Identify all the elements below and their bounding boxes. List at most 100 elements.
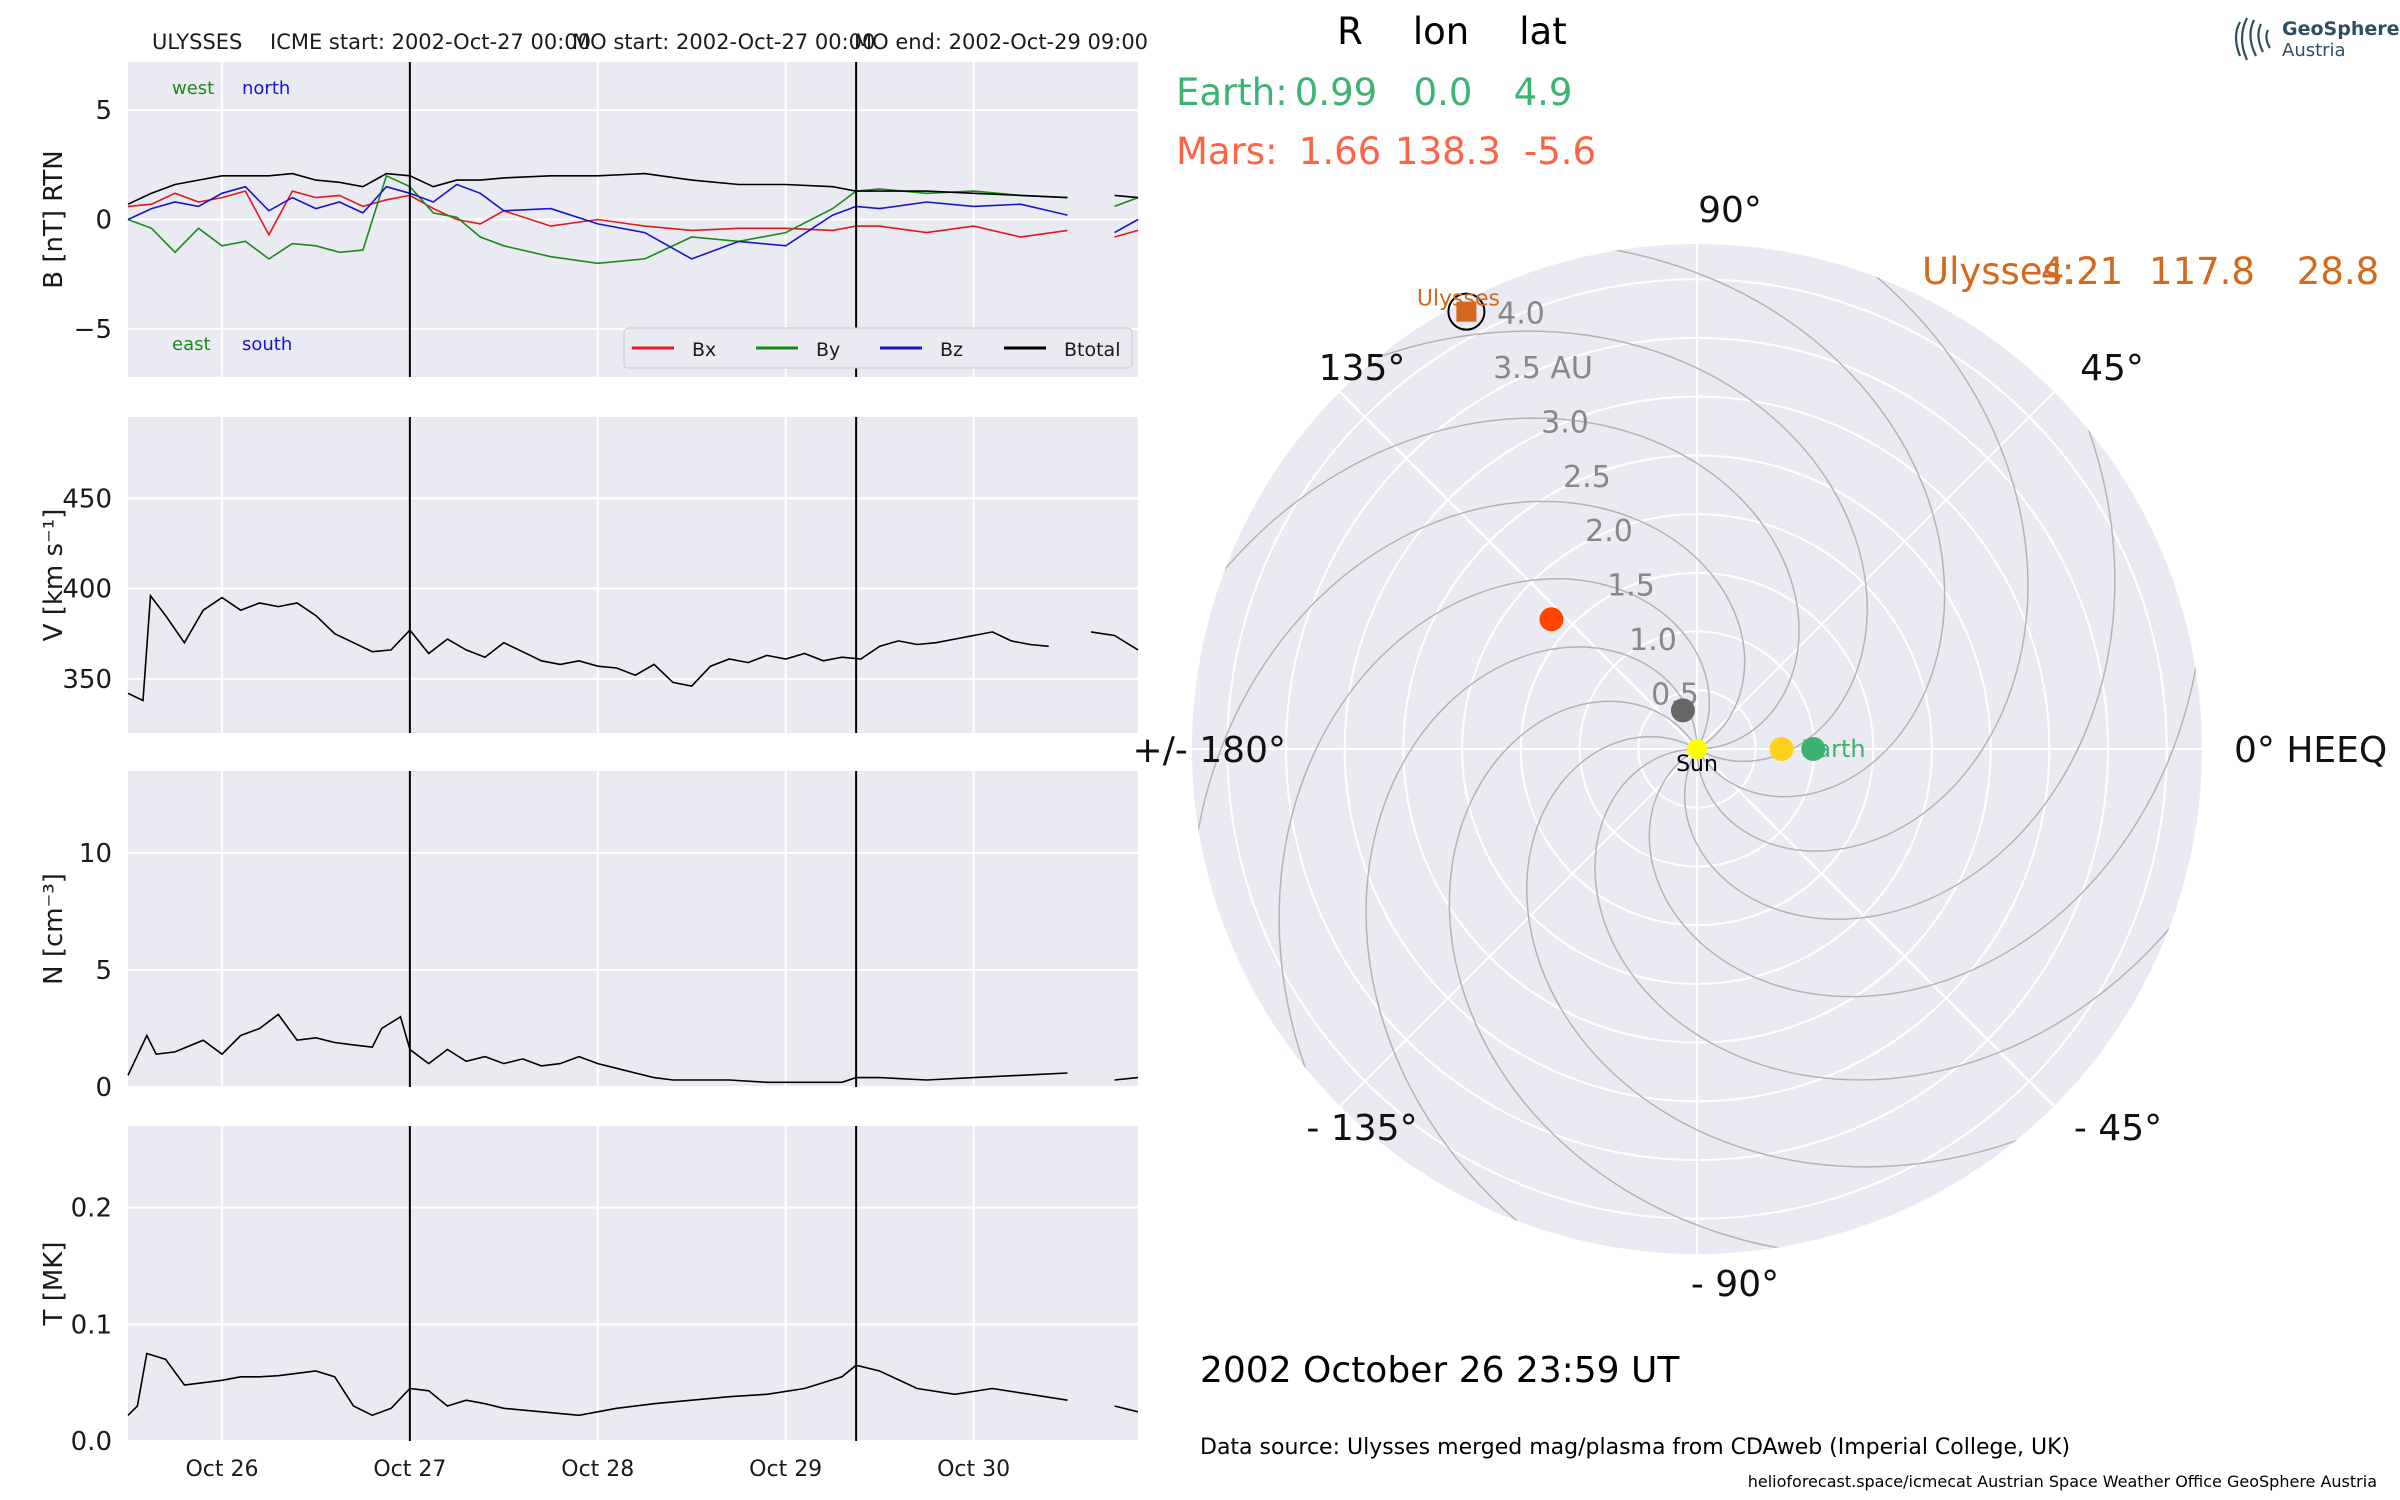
series-line-bz (127, 183, 1139, 260)
col-lon-header: lon (1413, 10, 1469, 53)
series-line-t (127, 1352, 1139, 1417)
spiral-line (1448, 700, 1795, 1252)
panel-temperature: 0.0 0.1 0.2T [MK] (39, 1126, 1139, 1457)
radial-tick-label: 4.0 (1497, 296, 1545, 331)
panel-density: 0 5 10 N [cm⁻³] (39, 771, 1139, 1103)
y-tick-label: 0 (95, 1073, 112, 1103)
x-tick-label: Oct 26 (185, 1457, 258, 1482)
annotation-north: north (242, 78, 290, 99)
earth-marker (1801, 737, 1826, 761)
x-tick-label: Oct 30 (937, 1457, 1010, 1482)
earth-row-lon: 0.0 (1414, 71, 1473, 114)
y-tick-label: 350 (62, 665, 112, 695)
radial-tick-label: 1.0 (1629, 623, 1677, 658)
radial-tick-label: 2.5 (1563, 460, 1611, 495)
plot-background (128, 417, 1138, 733)
earth-row-name: Earth: (1176, 71, 1288, 114)
footer-credits: helioforecast.space/icmecat Austrian Spa… (1748, 1472, 2377, 1491)
angular-tick-label: 0° HEEQ (2234, 730, 2387, 771)
y-tick-label: 5 (95, 956, 112, 986)
spiral-line (1594, 748, 2181, 1081)
sun-marker (1687, 739, 1707, 759)
timestamp: 2002 October 26 23:59 UT (1200, 1350, 1680, 1391)
ulysses-ring (1447, 292, 1486, 331)
series-line-btotal (127, 172, 1139, 205)
legend-box (623, 327, 1133, 369)
sun-label: Sun (1676, 752, 1718, 777)
mars-row-name: Mars: (1176, 130, 1278, 173)
annotation-east: east (172, 334, 211, 355)
spiral-line (1683, 413, 2116, 920)
mars-marker (1539, 607, 1564, 632)
ulysses-row-r: 4.21 (2041, 250, 2123, 293)
logo-line2: Austria (2282, 40, 2346, 61)
polar-position-plot: 0° HEEQ 45° 90° 135° +/- 180° - 135° - 90° - 45… (1133, 190, 2388, 1305)
series-line-v (127, 593, 1139, 702)
spiral-line (1599, 246, 1946, 798)
legend-label-by: By (816, 339, 840, 361)
earth-row-lat: 4.9 (1514, 71, 1573, 114)
mars-row-lat: -5.6 (1524, 130, 1596, 173)
angular-tick-label: 90° (1698, 190, 1762, 231)
mars-row-r: 1.66 (1299, 130, 1381, 173)
logo-line1: GeoSphere (2282, 18, 2400, 40)
y-tick-label: 10 (79, 839, 112, 869)
x-tick-label: Oct 29 (749, 1457, 822, 1482)
radial-tick-label: 3.5 AU (1493, 351, 1593, 386)
mercury-marker (1670, 698, 1695, 723)
earth-label: Earth (1801, 735, 1865, 763)
y-tick-label: 0.1 (71, 1310, 112, 1340)
y-axis-label: T [MK] (39, 1242, 69, 1327)
radial-tick-label: 2.0 (1585, 514, 1633, 549)
spiral-line (1526, 735, 2033, 1168)
ulysses-row-lon: 117.8 (2149, 250, 2255, 293)
series-line-bx (127, 190, 1139, 238)
spiral-line (1278, 578, 1711, 1085)
earth-row-r: 0.99 (1295, 71, 1377, 114)
col-r-header: R (1337, 10, 1363, 53)
geosphere-logo-icon (2234, 17, 2271, 61)
spiral-line (1696, 265, 2029, 852)
legend-label-bx: Bx (692, 339, 716, 361)
spacecraft-label: ULYSSES (152, 30, 242, 54)
icme-start-label: ICME start: 2002-Oct-27 00:00 (270, 30, 591, 54)
angular-tick-label: +/- 180° (1133, 730, 1286, 771)
venus-marker (1769, 737, 1794, 761)
spiral-line (1194, 500, 1746, 847)
y-tick-label: 5 (95, 96, 112, 126)
angular-tick-label: - 90° (1691, 1264, 1779, 1305)
x-tick-label: Oct 28 (561, 1457, 634, 1482)
y-tick-label: 0 (95, 206, 112, 236)
legend-label-bz: Bz (940, 339, 963, 361)
panel-magnetic_field: −5 0 5 B [nT] RTN (39, 62, 1139, 377)
angular-tick-label: - 45° (2074, 1108, 2162, 1149)
plot-background (128, 771, 1138, 1087)
plot-background (128, 1126, 1138, 1441)
series-line-n (127, 1013, 1139, 1084)
ulysses-row-lat: 28.8 (2297, 250, 2379, 293)
spiral-line (1213, 417, 1800, 750)
y-axis-label: B [nT] RTN (39, 150, 69, 289)
data-source: Data source: Ulysses merged mag/plasma f… (1200, 1435, 2070, 1460)
angular-tick-label: 135° (1319, 348, 1406, 389)
y-axis-label: N [cm⁻³] (39, 873, 69, 985)
y-tick-label: −5 (74, 315, 112, 345)
y-tick-label: 400 (62, 575, 112, 605)
angular-tick-label: 45° (2080, 348, 2144, 389)
y-tick-label: 0.0 (71, 1427, 112, 1457)
legend: Bx By Bz Btotal (623, 327, 1133, 369)
parker-spirals (1194, 246, 2200, 1252)
angular-tick-label: - 135° (1306, 1108, 1417, 1149)
y-tick-label: 0.2 (71, 1194, 112, 1224)
mars-row-lon: 138.3 (1395, 130, 1501, 173)
y-tick-label: 450 (62, 484, 112, 514)
radial-tick-label: 3.0 (1541, 405, 1589, 440)
spiral-line (1648, 651, 2200, 998)
x-tick-label: Oct 27 (373, 1457, 446, 1482)
geosphere-logo: GeoSphere Austria (2234, 17, 2400, 61)
ulysses-row-name: Ulysses: (1922, 250, 2074, 293)
mo-start-label: MO start: 2002-Oct-27 00:00 (572, 30, 875, 54)
col-lat-header: lat (1519, 10, 1566, 53)
